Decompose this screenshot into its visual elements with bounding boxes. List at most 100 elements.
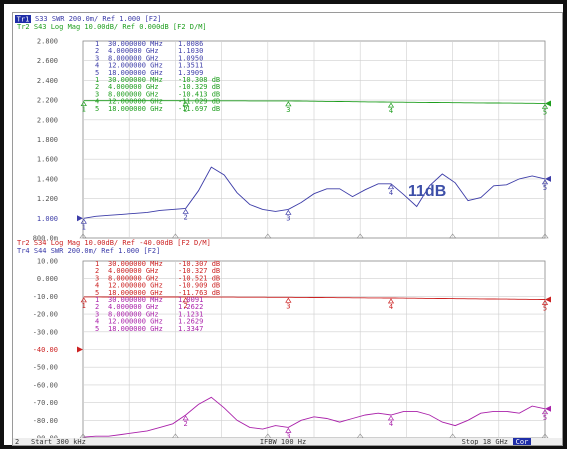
marker-number: 2 bbox=[184, 420, 188, 428]
marker-number: 4 bbox=[389, 420, 393, 428]
marker-table-value: -10.329 dB bbox=[178, 83, 220, 91]
marker-table-n: 1 bbox=[95, 260, 99, 268]
y-tick-label: -80.00 bbox=[33, 417, 58, 425]
y-tick-label: 2.600 bbox=[37, 57, 58, 65]
marker-number: 2 bbox=[184, 302, 188, 310]
marker-number: 5 bbox=[543, 414, 547, 422]
marker-table-value: 1.2622 bbox=[178, 303, 203, 311]
marker-number: 4 bbox=[389, 189, 393, 197]
marker-number: 2 bbox=[184, 106, 188, 114]
marker-number: 4 bbox=[389, 303, 393, 311]
marker-s34-5 bbox=[541, 299, 549, 305]
y-tick-label: 10.00 bbox=[37, 258, 58, 266]
marker-table-value: 1.1030 bbox=[178, 47, 203, 55]
x-tick-mark bbox=[79, 233, 87, 239]
marker-table-n: 4 bbox=[95, 318, 99, 326]
marker-s43-2 bbox=[182, 101, 189, 107]
x-tick-mark bbox=[541, 233, 549, 239]
marker-table-n: 4 bbox=[95, 62, 99, 70]
marker-s44-3 bbox=[285, 427, 292, 433]
marker-table-value: 1.3347 bbox=[178, 325, 203, 333]
marker-table-value: -11.029 dB bbox=[178, 98, 220, 106]
marker-table-n: 2 bbox=[95, 267, 99, 275]
vna-display: Tr1 S33 SWR 200.0m/ Ref 1.000 [F2]Tr2 S43… bbox=[13, 15, 562, 445]
marker-s33-5 bbox=[541, 179, 549, 185]
trace-end-arrow bbox=[545, 175, 551, 182]
marker-table-freq: 8.000000 GHz bbox=[108, 310, 159, 318]
marker-table-value: -10.521 dB bbox=[178, 274, 220, 282]
y-tick-label: 2.000 bbox=[37, 116, 58, 124]
ref-arrow bbox=[77, 346, 83, 353]
panel-header-2: Tr2 S43 Log Mag 10.00dB/ Ref 0.000dB [F2… bbox=[17, 23, 207, 31]
marker-s34-4 bbox=[387, 298, 395, 304]
vna-screen: Tr1 S33 SWR 200.0m/ Ref 1.000 [F2] Tr2 S43… bbox=[12, 12, 563, 446]
marker-s44-4 bbox=[387, 415, 395, 421]
y-tick-label: -50.00 bbox=[33, 364, 58, 372]
annotation-11db: 11dB bbox=[408, 183, 446, 200]
y-tick-label: -20.00 bbox=[33, 311, 58, 319]
ref-arrow bbox=[77, 215, 83, 222]
marker-s33-2 bbox=[182, 208, 189, 214]
trace-s43 bbox=[83, 100, 545, 104]
marker-table-value: 1.3909 bbox=[178, 69, 203, 77]
marker-table-n: 5 bbox=[95, 69, 99, 77]
marker-number: 3 bbox=[286, 106, 290, 114]
marker-table-n: 4 bbox=[95, 282, 99, 290]
marker-table-value: 1.0950 bbox=[178, 54, 203, 62]
marker-s34-2 bbox=[182, 297, 189, 303]
marker-table-freq: 8.000000 GHz bbox=[108, 90, 159, 98]
marker-table-n: 1 bbox=[95, 76, 99, 84]
y-tick-label: 1.800 bbox=[37, 136, 58, 144]
marker-table-value: 1.1231 bbox=[178, 310, 203, 318]
panel-header-1: S33 SWR 200.0m/ Ref 1.000 [F2] bbox=[35, 15, 161, 23]
marker-number: 3 bbox=[286, 214, 290, 222]
y-tick-label: -70.00 bbox=[33, 399, 58, 407]
cor-label: Cor bbox=[516, 438, 529, 445]
marker-table-n: 3 bbox=[95, 90, 99, 98]
marker-table-freq: 4.000000 GHz bbox=[108, 267, 159, 275]
marker-table-value: 1.2629 bbox=[178, 318, 203, 326]
marker-table-n: 2 bbox=[95, 303, 99, 311]
marker-s43-3 bbox=[285, 101, 292, 107]
marker-table-freq: 18.000000 GHz bbox=[108, 289, 163, 297]
panel-header-2: Tr4 S44 SWR 200.0m/ Ref 1.000 [F2] bbox=[17, 247, 160, 255]
marker-table-freq: 8.000000 GHz bbox=[108, 54, 159, 62]
x-tick-mark bbox=[171, 233, 179, 239]
marker-table-freq: 4.000000 GHz bbox=[108, 47, 159, 55]
y-tick-label: -10.00 bbox=[33, 293, 58, 301]
marker-table-value: 1.3511 bbox=[178, 62, 203, 70]
marker-number: 1 bbox=[82, 223, 86, 231]
marker-table-freq: 4.000000 GHz bbox=[108, 303, 159, 311]
marker-s43-1 bbox=[80, 101, 87, 107]
marker-table-freq: 18.000000 GHz bbox=[108, 325, 163, 333]
marker-s33-4 bbox=[387, 184, 395, 190]
marker-table-freq: 30.000000 MHz bbox=[108, 260, 163, 268]
marker-number: 3 bbox=[286, 302, 290, 310]
marker-table-n: 3 bbox=[95, 274, 99, 282]
y-tick-label: 2.200 bbox=[37, 97, 58, 105]
marker-table-n: 5 bbox=[95, 105, 99, 113]
marker-table-value: 1.0086 bbox=[178, 40, 203, 48]
marker-table-value: -10.327 dB bbox=[178, 267, 220, 275]
marker-table-n: 2 bbox=[95, 47, 99, 55]
panel-header-1: Tr2 S34 Log Mag 10.00dB/ Ref -40.00dB [F… bbox=[17, 239, 211, 247]
marker-table-freq: 30.000000 MHz bbox=[108, 76, 163, 84]
chart-panel-2: Tr2 S34 Log Mag 10.00dB/ Ref -40.00dB [F… bbox=[17, 239, 551, 445]
marker-table-n: 1 bbox=[95, 40, 99, 48]
y-tick-label: 1.000 bbox=[37, 215, 58, 223]
marker-number: 5 bbox=[543, 184, 547, 192]
x-tick-mark bbox=[356, 233, 364, 239]
marker-table-freq: 12.000000 GHz bbox=[108, 318, 163, 326]
y-tick-label: 1.200 bbox=[37, 195, 58, 203]
y-tick-label: 2.800 bbox=[37, 38, 58, 46]
marker-number: 5 bbox=[543, 108, 547, 116]
trace-end-arrow bbox=[545, 296, 551, 303]
marker-number: 1 bbox=[82, 302, 86, 310]
footer-start: Start 300 kHz bbox=[31, 438, 86, 445]
marker-number: 5 bbox=[543, 305, 547, 313]
marker-table-freq: 12.000000 GHz bbox=[108, 98, 163, 106]
marker-table-freq: 12.000000 GHz bbox=[108, 282, 163, 290]
marker-table-freq: 12.000000 GHz bbox=[108, 62, 163, 70]
marker-s33-3 bbox=[285, 209, 292, 215]
